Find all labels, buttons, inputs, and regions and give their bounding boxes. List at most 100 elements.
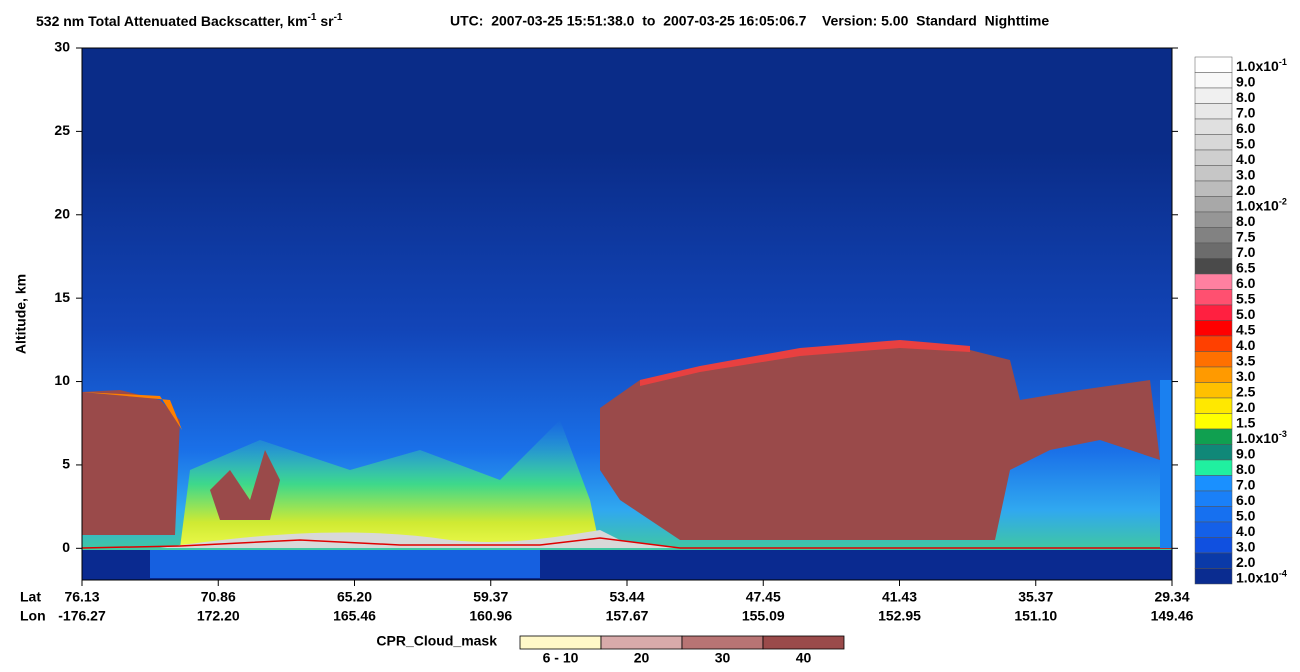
colorbar-label: 4.0 (1236, 337, 1256, 353)
colorbar-label: 3.0 (1236, 538, 1256, 554)
x-tick-label: 157.67 (606, 608, 649, 624)
x-tick-label: 65.20 (337, 589, 372, 605)
colorbar-label: 9.0 (1236, 73, 1256, 89)
y-tick-label: 20 (54, 205, 70, 221)
colorbar-label: 1.0x10-4 (1236, 569, 1287, 585)
colorbar-swatch (1194, 56, 1233, 73)
x-tick-label: 47.45 (746, 589, 781, 605)
colorbar-swatch (1194, 118, 1233, 135)
colorbar-swatch (1194, 227, 1233, 244)
colorbar-swatch (1194, 366, 1233, 383)
x-tick-label: 152.95 (878, 608, 921, 624)
x-tick-label: 53.44 (609, 589, 644, 605)
colorbar-label: 5.0 (1236, 507, 1256, 523)
colorbar-label: 2.0 (1236, 554, 1256, 570)
colorbar-label: 3.5 (1236, 352, 1256, 368)
y-tick-label: 5 (62, 456, 70, 472)
colorbar-label: 9.0 (1236, 445, 1256, 461)
colorbar-swatch (1194, 258, 1233, 275)
colorbar-swatch (1194, 413, 1233, 430)
colorbar-swatch (1194, 521, 1233, 538)
colorbar-label: 8.0 (1236, 461, 1256, 477)
x-tick-label: 172.20 (197, 608, 240, 624)
colorbar-swatch (1194, 537, 1233, 554)
colorbar-swatch (1194, 320, 1233, 337)
colorbar-swatch (1194, 397, 1233, 414)
y-tick-label: 25 (54, 122, 70, 138)
colorbar-swatch (1194, 506, 1233, 523)
colorbar-label: 6.5 (1236, 259, 1256, 275)
colorbar-label: 1.5 (1236, 414, 1256, 430)
cloud-mask-label: 6 - 10 (543, 650, 579, 666)
colorbar-label: 8.0 (1236, 89, 1256, 105)
plot-image (81, 48, 1172, 580)
colorbar-swatch (1194, 428, 1233, 445)
colorbar-swatch (1194, 304, 1233, 321)
colorbar-swatch (1194, 490, 1233, 507)
colorbar-label: 7.0 (1236, 476, 1256, 492)
x-tick-label: 155.09 (742, 608, 785, 624)
colorbar-label: 5.5 (1236, 290, 1256, 306)
x-tick-label: 160.96 (469, 608, 512, 624)
x-tick-label: 149.46 (1151, 608, 1194, 624)
colorbar-label: 5.0 (1236, 135, 1256, 151)
x-tick-label: 35.37 (1018, 589, 1053, 605)
colorbar-swatch (1194, 289, 1233, 306)
colorbar-swatch (1194, 180, 1233, 197)
colorbar-swatch (1194, 87, 1233, 104)
colorbar-swatch (1194, 459, 1233, 476)
cloud-mask-swatch (762, 635, 845, 650)
colorbar-label: 2.0 (1236, 182, 1256, 198)
colorbar-swatch (1194, 552, 1233, 569)
cloud-mask-swatch (519, 635, 602, 650)
colorbar-swatch (1194, 568, 1233, 585)
colorbar-swatch (1194, 351, 1233, 368)
x-tick-label: -176.27 (58, 608, 106, 624)
colorbar-label: 6.0 (1236, 120, 1256, 136)
x-row-name: Lat (20, 589, 41, 605)
colorbar-label: 2.5 (1236, 383, 1256, 399)
cloud-mask-title: CPR_Cloud_mask (376, 633, 497, 649)
colorbar-swatch (1194, 165, 1233, 182)
colorbar-swatch (1194, 475, 1233, 492)
colorbar-swatch (1194, 103, 1233, 120)
y-axis-label: Altitude, km (13, 274, 29, 354)
colorbar-label: 4.5 (1236, 321, 1256, 337)
cloud-mask-label: 20 (634, 650, 650, 666)
y-tick-label: 10 (54, 372, 70, 388)
colorbar-label: 5.0 (1236, 306, 1256, 322)
colorbar-swatch (1194, 335, 1233, 352)
y-tick-label: 15 (54, 289, 70, 305)
x-tick-label: 41.43 (882, 589, 917, 605)
colorbar-label: 1.0x10-3 (1236, 429, 1287, 445)
x-tick-label: 151.10 (1014, 608, 1057, 624)
chart-subtitle: UTC: 2007-03-25 15:51:38.0 to 2007-03-25… (450, 13, 1049, 29)
chart-title: 532 nm Total Attenuated Backscatter, km-… (36, 12, 343, 29)
x-row-name: Lon (20, 608, 46, 624)
colorbar-swatch (1194, 242, 1233, 259)
colorbar-swatch (1194, 149, 1233, 166)
y-tick-label: 0 (62, 539, 70, 555)
colorbar-label: 7.0 (1236, 244, 1256, 260)
x-tick-label: 76.13 (64, 589, 99, 605)
cloud-mask-swatch (681, 635, 764, 650)
cloud-mask-label: 40 (796, 650, 812, 666)
colorbar-label: 6.0 (1236, 492, 1256, 508)
y-tick-label: 30 (54, 39, 70, 55)
colorbar-swatch (1194, 444, 1233, 461)
colorbar-label: 8.0 (1236, 213, 1256, 229)
colorbar-swatch (1194, 273, 1233, 290)
colorbar-label: 7.0 (1236, 104, 1256, 120)
colorbar-label: 2.0 (1236, 399, 1256, 415)
cloud-mask-swatch (600, 635, 683, 650)
colorbar-label: 6.0 (1236, 275, 1256, 291)
colorbar-swatch (1194, 211, 1233, 228)
colorbar-label: 1.0x10-1 (1236, 57, 1287, 73)
x-tick-label: 29.34 (1154, 589, 1189, 605)
colorbar-label: 4.0 (1236, 523, 1256, 539)
colorbar-label: 7.5 (1236, 228, 1256, 244)
x-tick-label: 165.46 (333, 608, 376, 624)
colorbar-label: 1.0x10-2 (1236, 197, 1287, 213)
